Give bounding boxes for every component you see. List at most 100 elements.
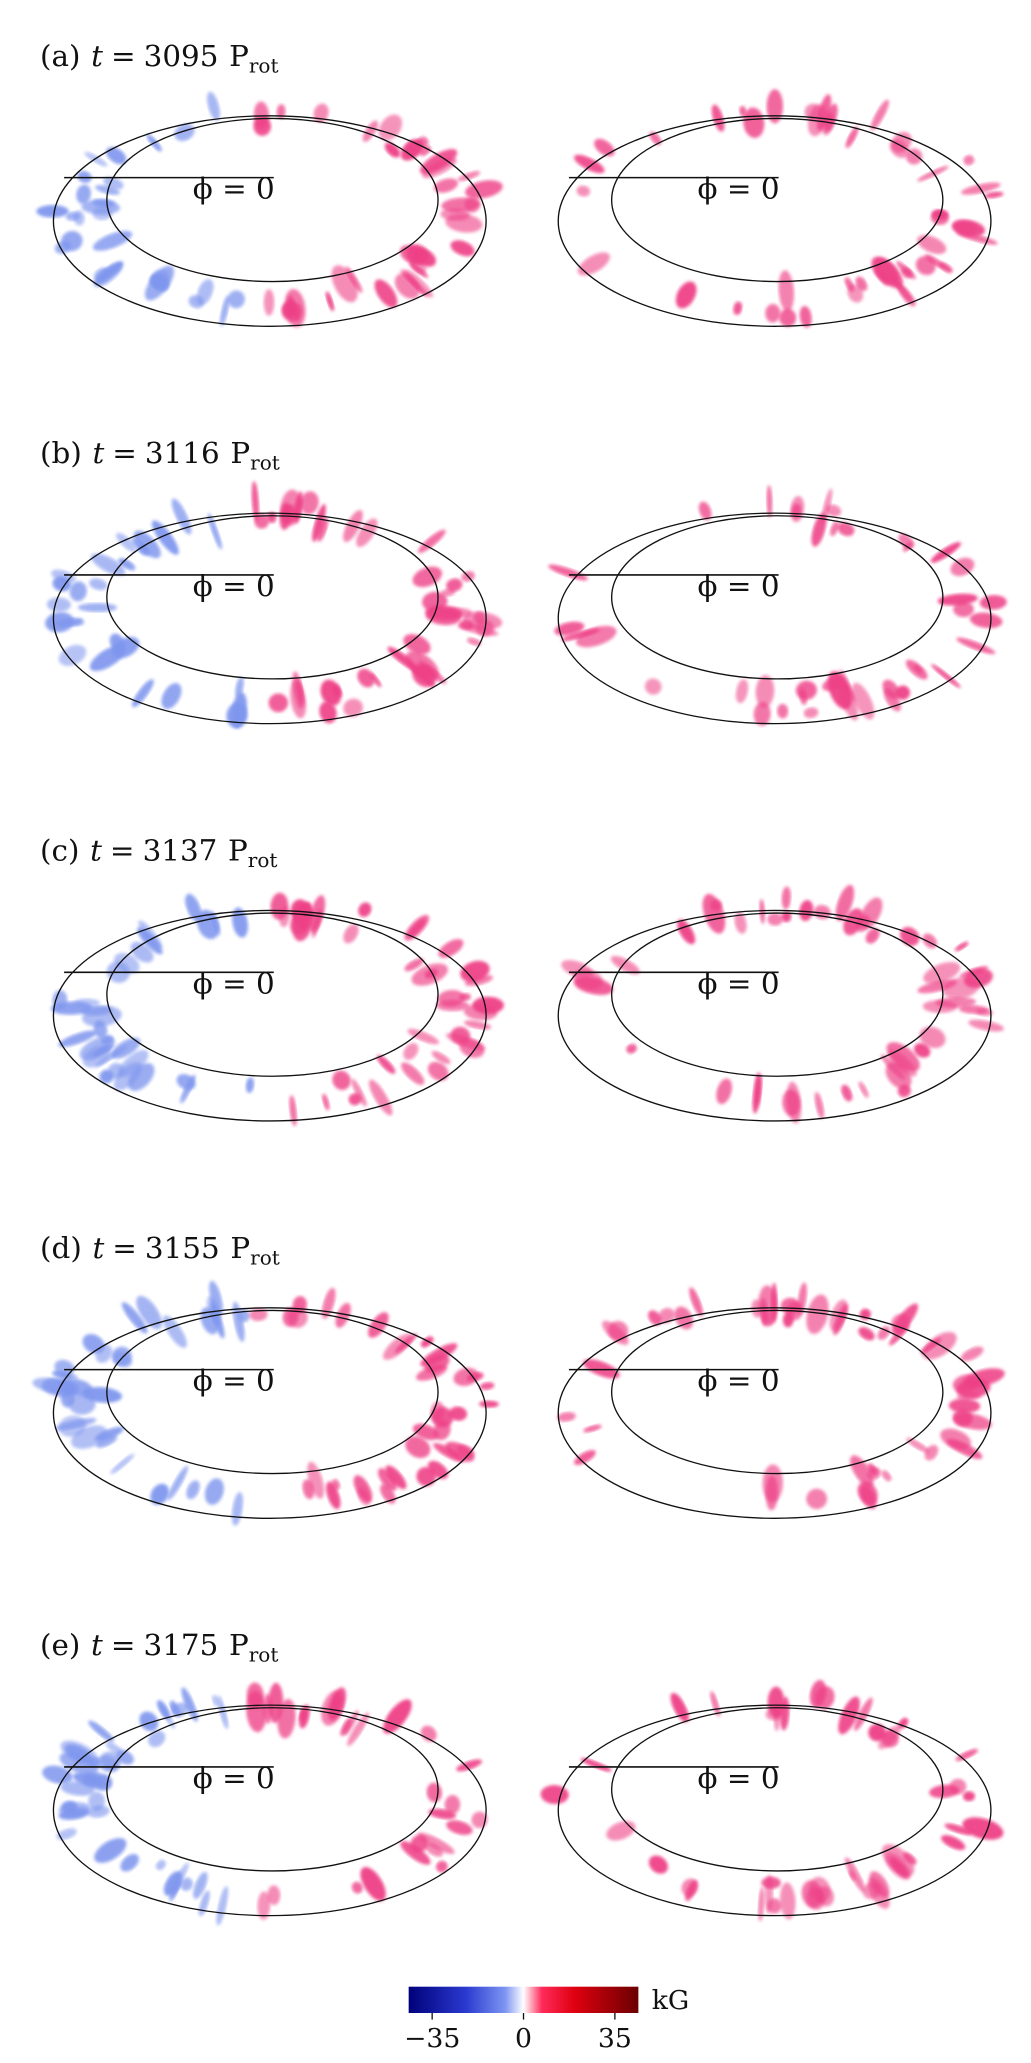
- field-blob: [193, 1871, 208, 1899]
- field-blob: [960, 1346, 984, 1362]
- field-blob: [212, 1694, 219, 1707]
- field-blob: [841, 1084, 853, 1102]
- field-blob: [777, 703, 789, 719]
- field-blob: [312, 504, 326, 542]
- field-blob: [574, 1450, 596, 1465]
- field-blob: [92, 230, 133, 251]
- field-blob: [263, 1693, 273, 1724]
- field-blob: [735, 679, 749, 704]
- field-blob: [830, 521, 839, 537]
- field-blob: [681, 1878, 699, 1897]
- unit: P: [229, 1628, 249, 1662]
- field-blob: [698, 501, 712, 521]
- field-blob: [427, 1460, 449, 1480]
- field-blob: [554, 621, 585, 636]
- field-blob: [360, 1866, 386, 1902]
- time-value: 3137: [143, 834, 218, 868]
- field-blob: [956, 637, 996, 655]
- field-blob: [580, 1758, 612, 1772]
- field-blob: [968, 1019, 1004, 1032]
- field-blob: [905, 659, 928, 680]
- field-blob: [799, 688, 807, 705]
- unit: P: [228, 834, 248, 868]
- inner-ring: [610, 117, 944, 283]
- equals: =: [112, 436, 137, 470]
- field-blob: [917, 235, 947, 255]
- field-blob: [479, 1400, 499, 1408]
- field-blob: [955, 1748, 978, 1762]
- field-blob: [60, 1740, 99, 1766]
- field-blob: [806, 1488, 828, 1510]
- field-blob: [276, 104, 286, 119]
- field-blob: [118, 1049, 149, 1078]
- field-blob: [702, 893, 726, 934]
- field-blob: [257, 1891, 271, 1920]
- field-blob: [382, 1333, 413, 1360]
- field-blob: [374, 279, 398, 308]
- field-blob: [734, 912, 747, 934]
- field-blob: [675, 281, 697, 309]
- field-blob: [88, 1720, 115, 1743]
- field-blob: [424, 968, 438, 979]
- field-blob: [576, 185, 591, 197]
- outer-ring: [557, 115, 992, 327]
- phi-label: ϕ = 0: [193, 569, 275, 603]
- field-blob: [689, 1287, 703, 1317]
- field-blob: [79, 1036, 115, 1061]
- field-blob: [325, 291, 335, 312]
- field-blob: [82, 1006, 122, 1027]
- field-blob: [174, 123, 195, 142]
- field-blob: [400, 1841, 431, 1865]
- field-blob: [181, 1687, 198, 1722]
- field-blob: [881, 1470, 892, 1482]
- field-blob: [227, 290, 245, 309]
- outer-ring: [52, 1704, 487, 1917]
- field-blob: [418, 661, 447, 684]
- field-blob: [188, 295, 204, 309]
- field-blob: [82, 1386, 123, 1403]
- phi-label: ϕ = 0: [193, 172, 275, 206]
- outer-ring: [557, 1704, 992, 1917]
- field-blob: [70, 1425, 108, 1449]
- field-blob: [110, 1453, 135, 1474]
- field-blob: [300, 491, 319, 515]
- unit: P: [230, 436, 250, 470]
- field-blob: [118, 558, 136, 571]
- field-blob: [781, 886, 791, 910]
- field-blob: [445, 213, 483, 233]
- field-blob: [394, 273, 420, 299]
- field-blob: [138, 920, 163, 949]
- field-blob: [962, 1791, 976, 1802]
- field-blob: [52, 990, 68, 1010]
- field-blob: [45, 612, 75, 633]
- field-blob: [420, 1725, 437, 1742]
- field-blob: [417, 1832, 455, 1855]
- field-blob: [132, 679, 154, 708]
- field-blob: [431, 1051, 451, 1065]
- field-blob: [89, 578, 108, 591]
- phi-label: ϕ = 0: [698, 1761, 780, 1795]
- field-blob: [326, 1481, 341, 1510]
- field-blob: [46, 597, 71, 612]
- field-blob: [931, 664, 961, 689]
- field-blob: [979, 595, 1007, 610]
- field-blob: [574, 154, 605, 174]
- field-blob: [353, 1475, 373, 1503]
- field-blob: [644, 678, 662, 695]
- phi-label: ϕ = 0: [698, 967, 780, 1001]
- phi-label: ϕ = 0: [193, 967, 275, 1001]
- field-blob: [449, 1406, 468, 1421]
- field-blob: [419, 145, 432, 156]
- field-blob: [428, 1808, 457, 1820]
- field-blob: [319, 701, 337, 724]
- field-blob: [949, 1778, 967, 1795]
- field-blob: [36, 205, 69, 218]
- panel-title: (b) t = 3116 Prot: [40, 436, 280, 474]
- field-blob: [116, 532, 137, 552]
- field-blob: [345, 266, 363, 293]
- field-blob: [171, 498, 192, 535]
- field-blob: [733, 301, 743, 315]
- field-blob: [906, 1437, 930, 1453]
- field-blob: [767, 1686, 785, 1718]
- field-blob: [780, 1882, 796, 1920]
